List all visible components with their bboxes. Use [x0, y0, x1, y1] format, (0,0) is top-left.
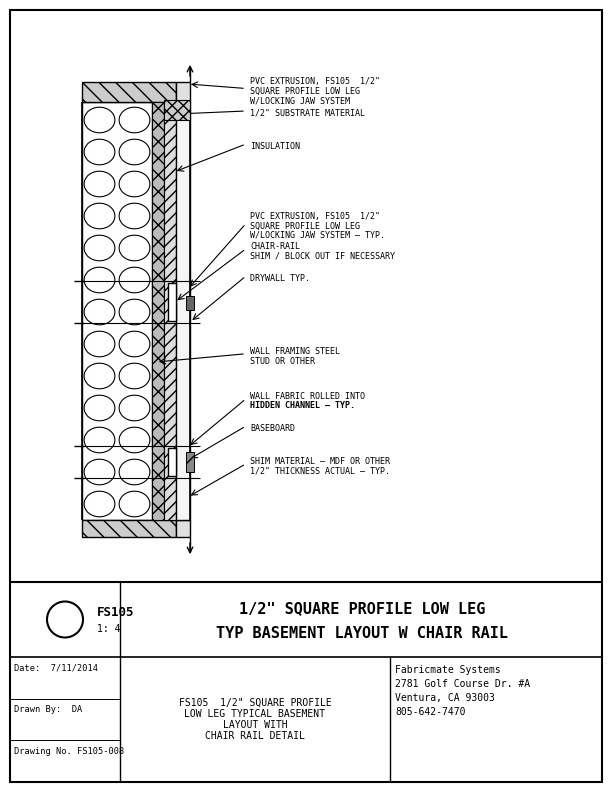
Text: Drawing No. FS105-008: Drawing No. FS105-008 — [14, 747, 124, 756]
Bar — [82, 520, 176, 537]
Bar — [164, 102, 176, 520]
Text: HIDDEN CHANNEL – TYP.: HIDDEN CHANNEL – TYP. — [250, 402, 355, 410]
Text: WALL FRAMING STEEL: WALL FRAMING STEEL — [250, 347, 340, 356]
Bar — [176, 102, 190, 520]
Text: INSULATION: INSULATION — [250, 142, 300, 151]
Text: W/LOCKING JAW SYSTEM – TYP.: W/LOCKING JAW SYSTEM – TYP. — [250, 231, 385, 240]
Text: CHAIR-RAIL: CHAIR-RAIL — [250, 242, 300, 251]
Text: CHAIR RAIL DETAIL: CHAIR RAIL DETAIL — [205, 731, 305, 741]
Bar — [176, 82, 190, 102]
Text: SQUARE PROFILE LOW LEG: SQUARE PROFILE LOW LEG — [250, 222, 360, 230]
Bar — [164, 100, 190, 120]
Bar — [186, 296, 194, 310]
Text: SHIM / BLOCK OUT IF NECESSARY: SHIM / BLOCK OUT IF NECESSARY — [250, 252, 395, 261]
Text: Date:  7/11/2014: Date: 7/11/2014 — [14, 663, 98, 672]
Text: BASEBOARD: BASEBOARD — [250, 424, 295, 433]
Text: 2781 Golf Course Dr. #A: 2781 Golf Course Dr. #A — [395, 679, 530, 689]
Text: LAYOUT WITH: LAYOUT WITH — [223, 720, 287, 730]
Text: SQUARE PROFILE LOW LEG: SQUARE PROFILE LOW LEG — [250, 86, 360, 96]
Text: PVC EXTRUSION, FS105  1/2": PVC EXTRUSION, FS105 1/2" — [250, 77, 380, 86]
Bar — [82, 102, 152, 520]
Text: Drawn By:  DA: Drawn By: DA — [14, 705, 82, 714]
Bar — [176, 520, 190, 537]
Text: W/LOCKING JAW SYSTEM: W/LOCKING JAW SYSTEM — [250, 96, 350, 105]
Text: DRYWALL TYP.: DRYWALL TYP. — [250, 274, 310, 283]
Text: 1/2" THICKNESS ACTUAL – TYP.: 1/2" THICKNESS ACTUAL – TYP. — [250, 466, 390, 475]
Text: Fabricmate Systems: Fabricmate Systems — [395, 665, 501, 675]
Bar — [186, 452, 194, 472]
Text: TYP BASEMENT LAYOUT W CHAIR RAIL: TYP BASEMENT LAYOUT W CHAIR RAIL — [216, 626, 508, 641]
Text: STUD OR OTHER: STUD OR OTHER — [250, 356, 315, 365]
Text: SHIM MATERIAL – MDF OR OTHER: SHIM MATERIAL – MDF OR OTHER — [250, 457, 390, 466]
Bar — [168, 283, 176, 321]
Bar — [152, 102, 164, 520]
Text: LOW LEG TYPICAL BASEMENT: LOW LEG TYPICAL BASEMENT — [184, 709, 326, 719]
Text: PVC EXTRUSION, FS105  1/2": PVC EXTRUSION, FS105 1/2" — [250, 212, 380, 221]
Bar — [82, 82, 176, 102]
Bar — [168, 448, 176, 476]
Text: FS105: FS105 — [97, 606, 135, 619]
Text: 1/2" SUBSTRATE MATERIAL: 1/2" SUBSTRATE MATERIAL — [250, 109, 365, 118]
Text: 805-642-7470: 805-642-7470 — [395, 707, 466, 717]
Text: FS105  1/2" SQUARE PROFILE: FS105 1/2" SQUARE PROFILE — [179, 698, 331, 708]
Text: 1: 4: 1: 4 — [97, 625, 121, 634]
Text: WALL FABRIC ROLLED INTO: WALL FABRIC ROLLED INTO — [250, 392, 365, 401]
Text: 1/2" SQUARE PROFILE LOW LEG: 1/2" SQUARE PROFILE LOW LEG — [239, 601, 485, 616]
Text: Ventura, CA 93003: Ventura, CA 93003 — [395, 693, 495, 703]
